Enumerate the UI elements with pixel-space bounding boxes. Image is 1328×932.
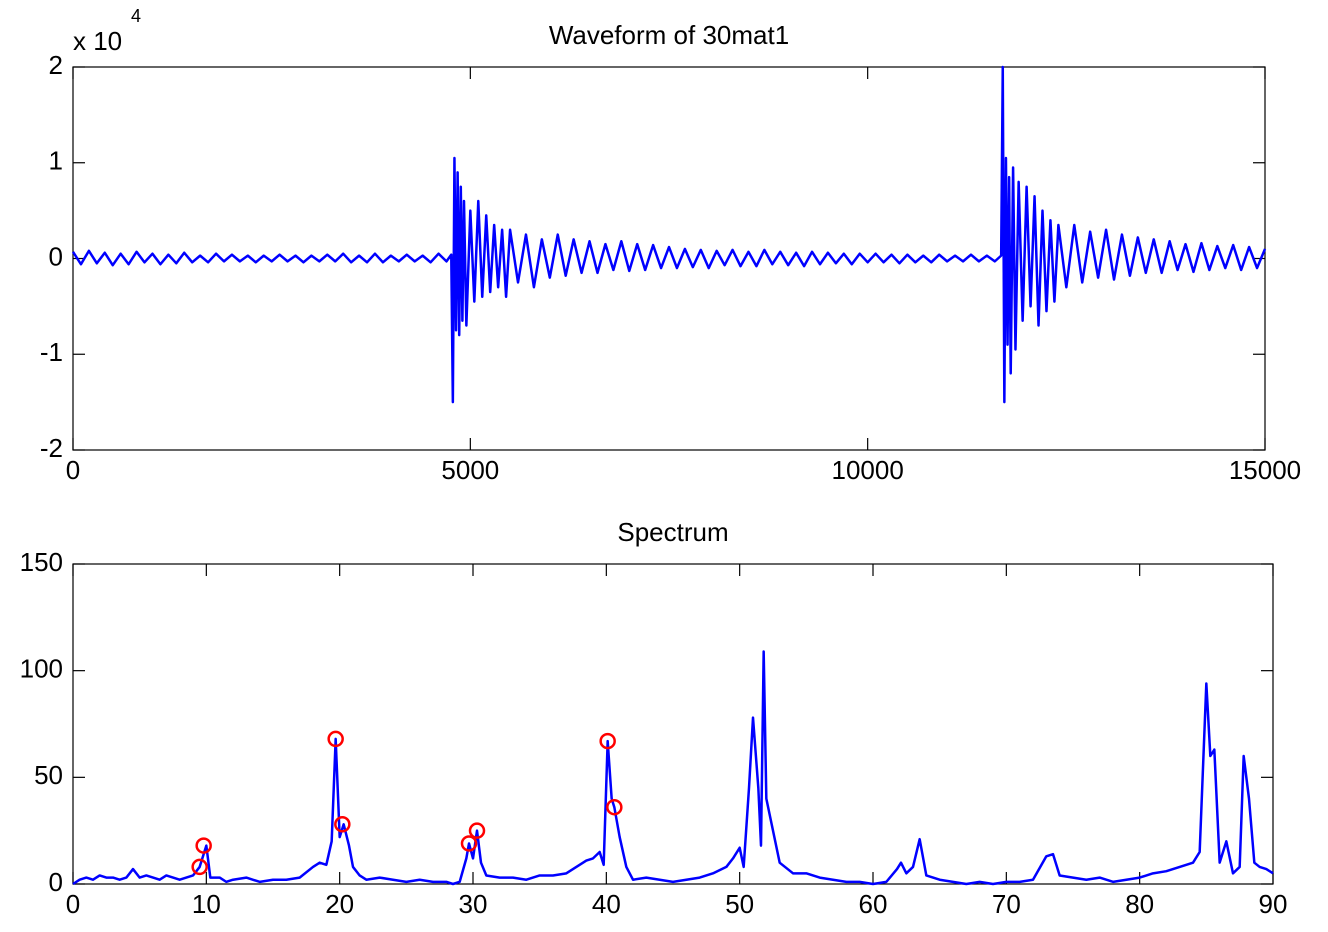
y-tick-label: -1 — [40, 337, 63, 367]
y-tick-label: 1 — [49, 146, 63, 176]
x-tick-label: 80 — [1125, 889, 1154, 919]
peak-marker — [334, 816, 351, 833]
plot-area — [72, 66, 1266, 451]
chart-title: Waveform of 30mat1 — [549, 20, 789, 50]
y-exponent: 4 — [131, 6, 141, 26]
peak-marker — [468, 822, 486, 839]
y-tick-label: 150 — [20, 547, 63, 577]
peak-marker — [327, 730, 344, 748]
y-tick-label: 2 — [49, 50, 63, 80]
x-tick-label: 60 — [859, 889, 888, 919]
y-tick-label: 0 — [49, 241, 63, 271]
y-tick-label: -2 — [40, 433, 63, 463]
x-tick-label: 30 — [459, 889, 488, 919]
y-tick-label: 0 — [49, 867, 63, 897]
y-tick-label: 100 — [20, 654, 63, 684]
x-tick-label: 90 — [1259, 889, 1288, 919]
x-tick-label: 0 — [66, 455, 80, 485]
peak-marker — [195, 837, 212, 854]
chart-title: Spectrum — [617, 517, 728, 547]
x-tick-label: 40 — [592, 889, 621, 919]
x-tick-label: 5000 — [441, 455, 499, 485]
peak-marker — [191, 858, 208, 876]
x-tick-label: 10000 — [832, 455, 904, 485]
x-tick-label: 70 — [992, 889, 1021, 919]
peak-marker — [460, 835, 478, 852]
plot-area — [72, 563, 1274, 885]
x-tick-label: 50 — [725, 889, 754, 919]
y-exponent-base: x 10 — [73, 26, 122, 56]
x-tick-label: 0 — [66, 889, 80, 919]
series-line — [72, 650, 1274, 886]
series-line — [71, 65, 1267, 404]
x-tick-label: 20 — [325, 889, 354, 919]
peak-marker — [606, 798, 623, 816]
x-tick-label: 15000 — [1229, 455, 1301, 485]
x-tick-label: 10 — [192, 889, 221, 919]
peak-marker — [599, 732, 616, 750]
y-tick-label: 50 — [34, 760, 63, 790]
